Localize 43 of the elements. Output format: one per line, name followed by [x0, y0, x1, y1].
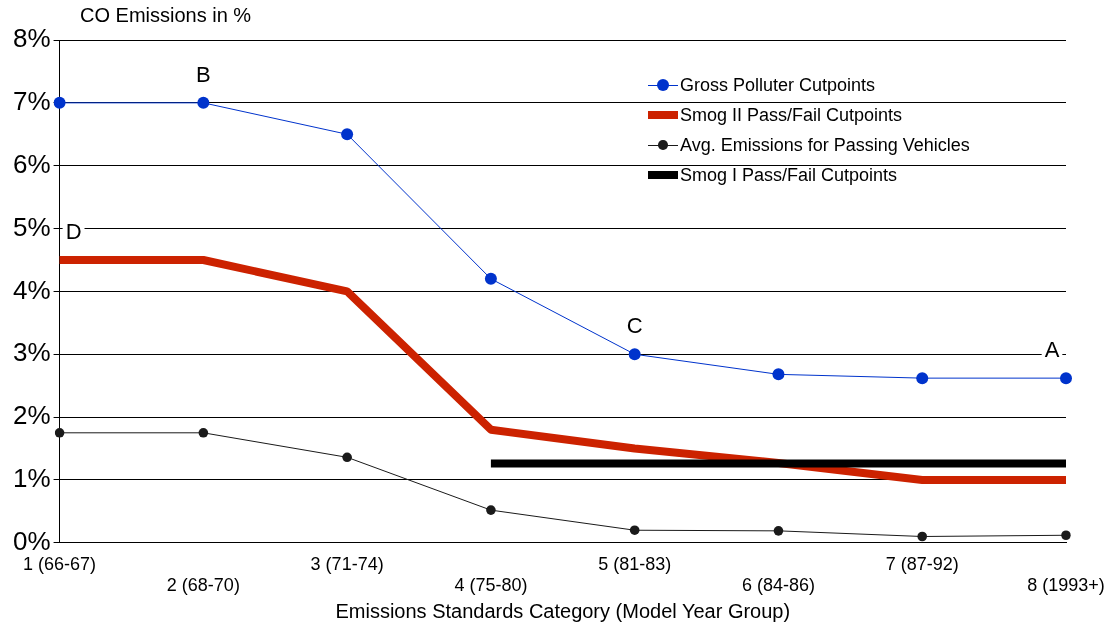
y-tick-label: 3%: [13, 337, 51, 368]
y-tick-label: 7%: [13, 86, 51, 117]
x-tick-label: 1 (66-67): [23, 553, 97, 574]
point: [342, 452, 352, 463]
y-tick-label: 0%: [13, 525, 51, 556]
y-tick-label: 6%: [13, 148, 51, 179]
y-axis-title: CO Emissions in %: [80, 4, 252, 27]
y-tick-label: 8%: [13, 23, 51, 54]
y-tick-label: 4%: [13, 274, 51, 305]
point: [629, 525, 640, 536]
x-tick-label: 7 (87-92): [885, 553, 959, 574]
x-axis-title: Emissions Standards Category (Model Year Group): [335, 599, 791, 622]
x-tick-label: 4 (75-80): [454, 575, 528, 596]
point: [917, 531, 928, 542]
y-tick-label: 1%: [13, 463, 51, 494]
y-tick-label: 2%: [13, 400, 51, 431]
legend-label: Smog I Pass/Fail Cutpoints: [680, 164, 898, 186]
x-tick-label: 8 (1993+): [1027, 575, 1105, 596]
point: [772, 368, 785, 381]
point: [916, 372, 929, 385]
point: [341, 128, 354, 141]
point: [486, 505, 496, 515]
annotation: A: [1044, 337, 1060, 363]
annotation: D: [65, 219, 82, 245]
x-tick-label: 3 (71-74): [310, 553, 384, 574]
point: [198, 428, 209, 438]
y-tick-label: 5%: [13, 211, 51, 242]
annotation: C: [626, 313, 643, 339]
legend-label: Gross Polluter Cutpoints: [680, 74, 876, 96]
point: [773, 526, 784, 536]
point: [1060, 372, 1072, 385]
x-tick-label: 5 (81-83): [598, 553, 672, 574]
point: [628, 348, 641, 361]
point: [1061, 530, 1071, 541]
legend-label: Avg. Emissions for Passing Vehicles: [680, 134, 970, 156]
point: [197, 96, 210, 109]
x-tick-label: 6 (84-86): [741, 575, 815, 596]
annotation: B: [196, 61, 211, 87]
x-tick-label: 2 (68-70): [166, 575, 240, 596]
point: [54, 428, 65, 438]
point: [484, 272, 497, 285]
point: [53, 96, 66, 109]
legend-label: Smog II Pass/Fail Cutpoints: [680, 104, 903, 126]
